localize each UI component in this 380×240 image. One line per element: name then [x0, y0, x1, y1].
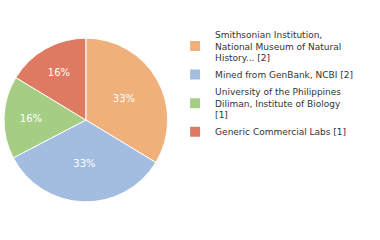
svg-text:33%: 33% — [73, 158, 95, 169]
svg-text:16%: 16% — [20, 113, 42, 124]
svg-text:Generic Commercial Labs [1]: Generic Commercial Labs [1] — [215, 127, 346, 137]
svg-text:16%: 16% — [48, 67, 70, 78]
svg-text:33%: 33% — [113, 93, 135, 104]
svg-text:University of the PhilippinesD: University of the PhilippinesDiliman, In… — [215, 87, 341, 120]
svg-text:Mined from GenBank, NCBI [2]: Mined from GenBank, NCBI [2] — [215, 70, 353, 80]
svg-text:Smithsonian Institution,Nation: Smithsonian Institution,National Museum … — [215, 30, 341, 63]
